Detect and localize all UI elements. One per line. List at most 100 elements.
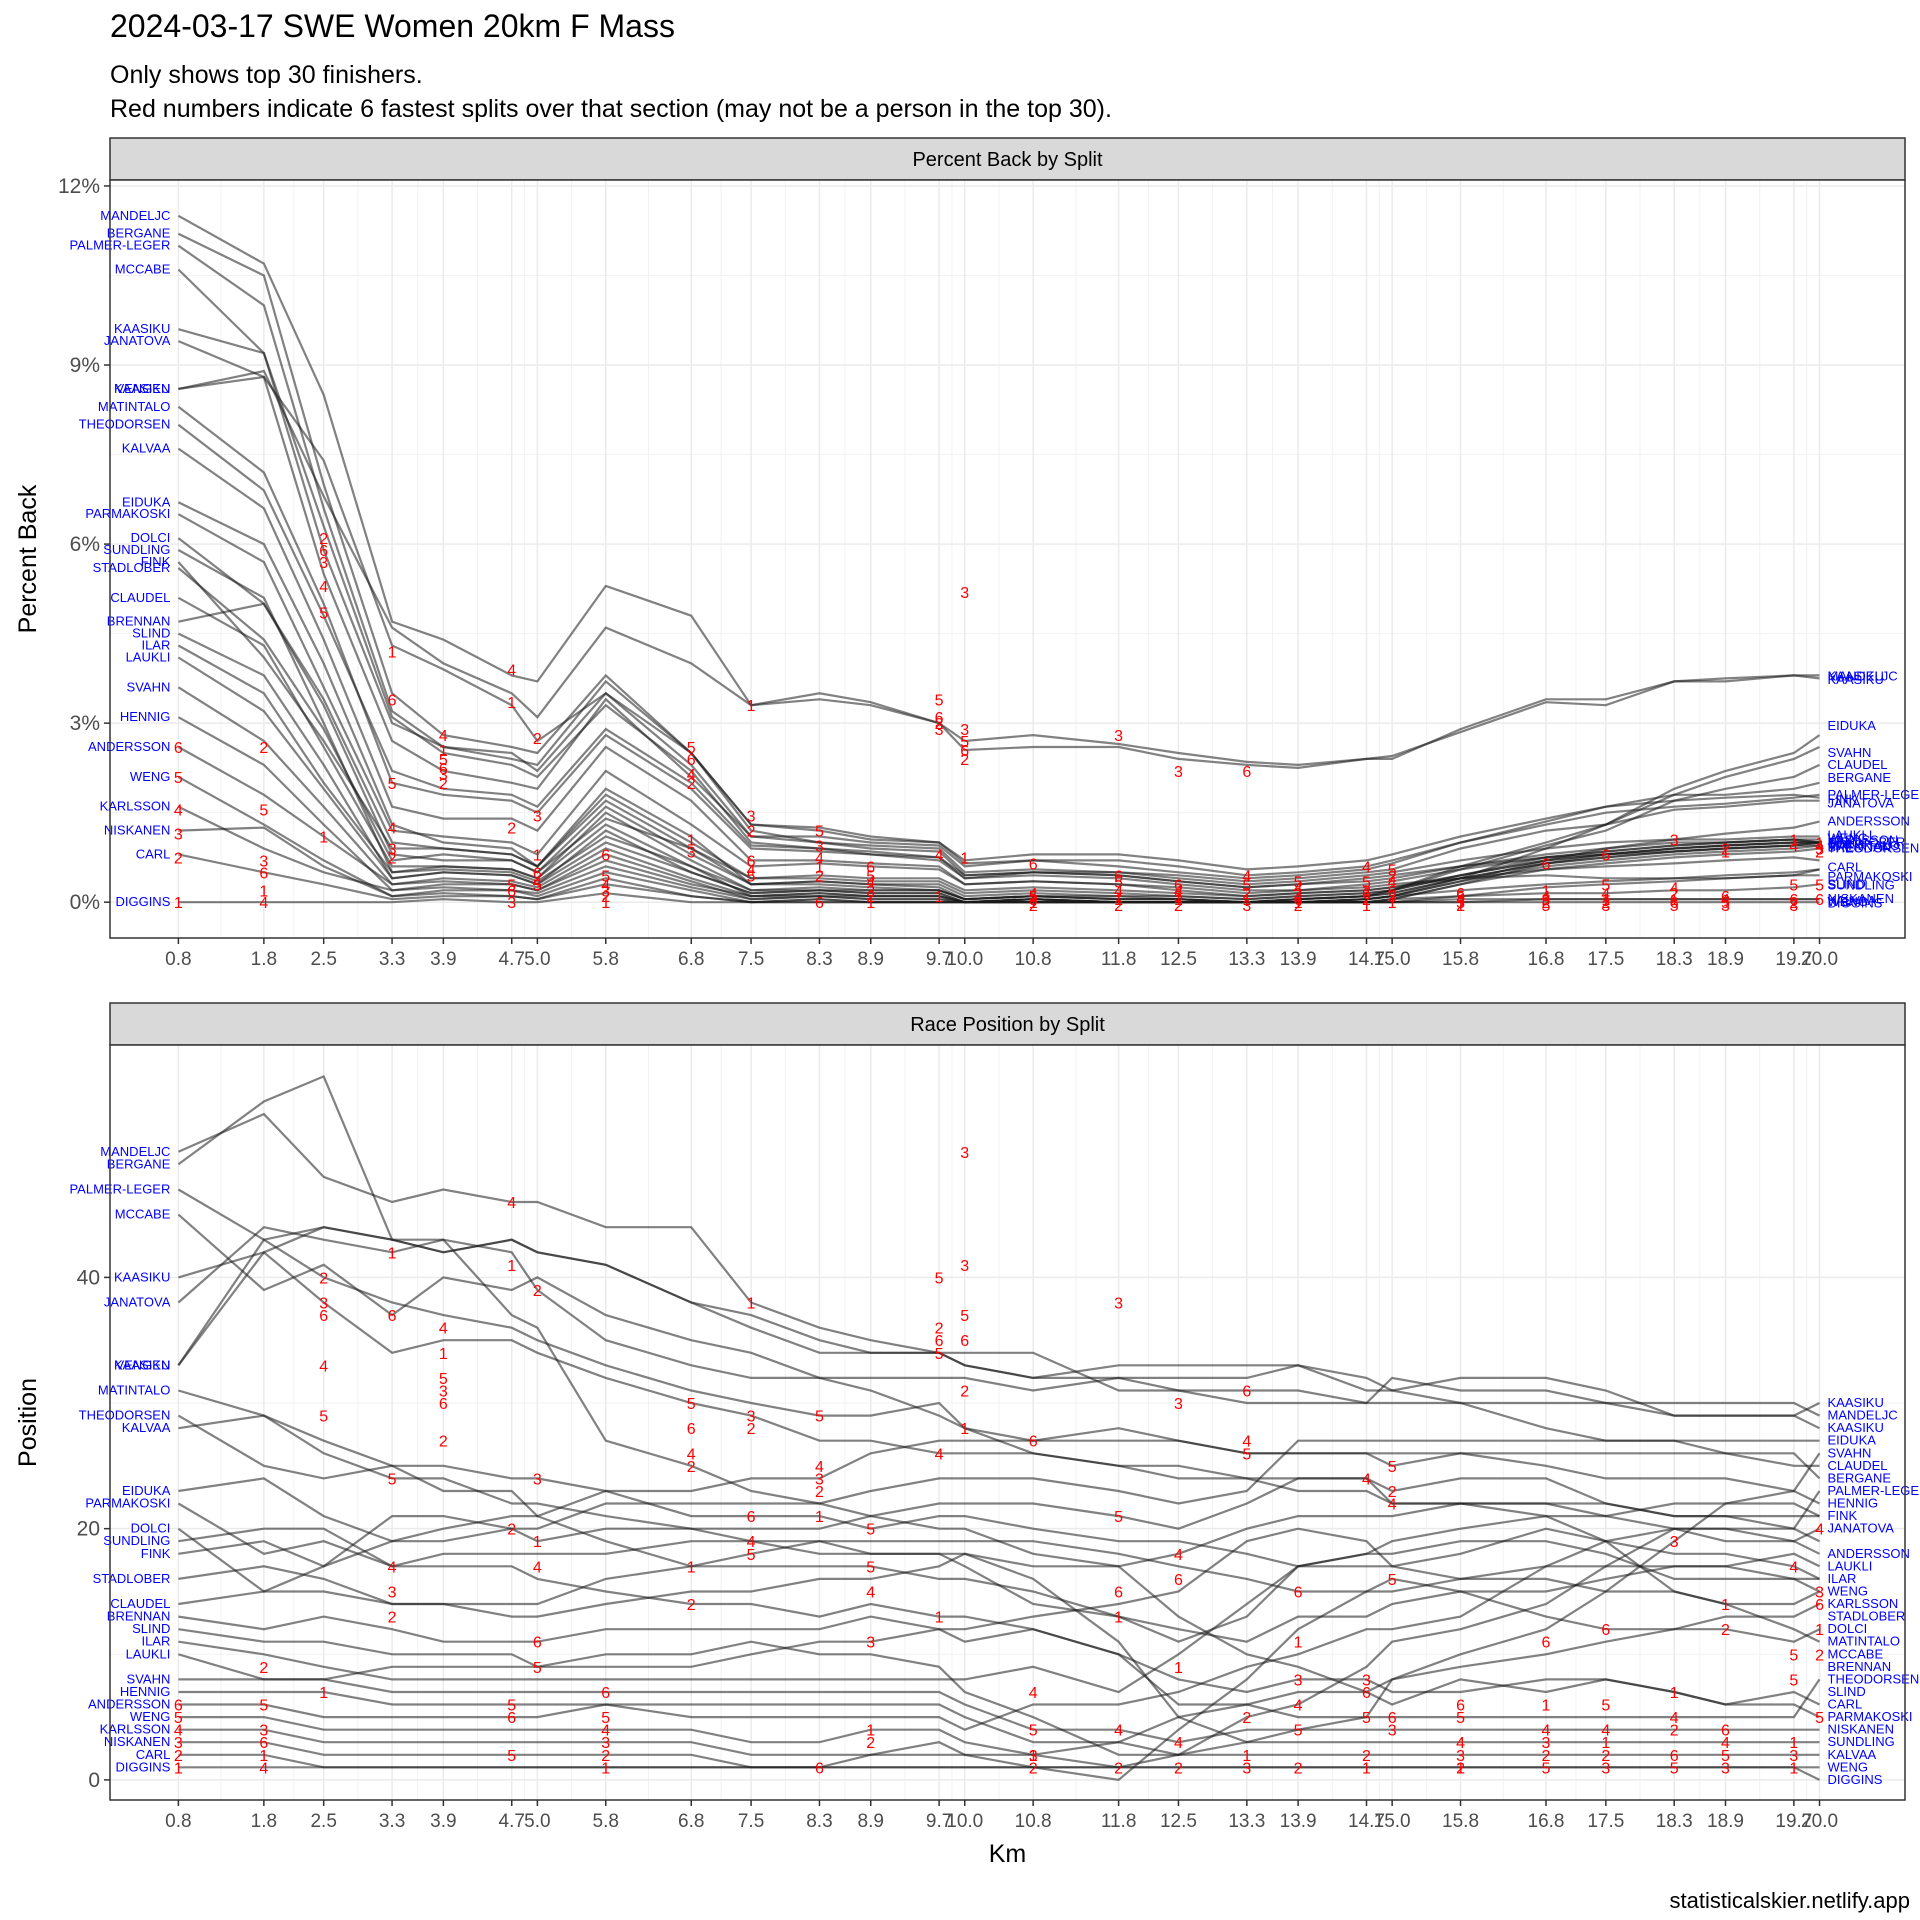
split-rank-label: 5 — [866, 868, 875, 885]
athlete-end-label: DIGGINS — [1828, 1772, 1883, 1787]
split-rank-label: 4 — [1029, 1685, 1038, 1702]
split-rank-label: 1 — [1242, 1748, 1251, 1765]
split-rank-label: 5 — [1362, 874, 1371, 891]
split-rank-label: 6 — [1388, 1710, 1397, 1727]
split-rank-label: 2 — [1294, 898, 1303, 915]
athlete-start-label: SLIND — [132, 1621, 170, 1636]
x-tick-label: 4.7 — [499, 949, 525, 970]
split-rank-label: 3 — [960, 585, 969, 602]
split-rank-label: 4 — [1721, 892, 1730, 909]
athlete-end-label: PARMAKOSKI — [1828, 1709, 1913, 1724]
split-rank-label: 2 — [1388, 1484, 1397, 1501]
split-rank-label: 4 — [1601, 1723, 1610, 1740]
x-tick-label: 13.9 — [1280, 1811, 1317, 1832]
split-rank-label: 4 — [1294, 880, 1303, 897]
athlete-start-label: WENG — [130, 769, 170, 784]
athlete-end-label: CARL — [1828, 860, 1863, 875]
split-rank-label: 4 — [935, 847, 944, 864]
split-rank-label: 6 — [319, 1308, 328, 1325]
split-rank-label: 1 — [319, 830, 328, 847]
series-line — [177, 268, 1820, 889]
split-rank-label: 3 — [439, 1383, 448, 1400]
series-line — [177, 244, 1820, 877]
split-rank-label: 5 — [1114, 1509, 1123, 1526]
split-rank-label: 3 — [1029, 1748, 1038, 1765]
split-rank-label: 3 — [533, 1471, 542, 1488]
split-rank-label: 2 — [815, 868, 824, 885]
athlete-start-label: THEODORSEN — [79, 1408, 171, 1423]
split-rank-label: 4 — [1388, 874, 1397, 891]
series-line — [177, 340, 1820, 883]
athlete-start-label: SVAHN — [127, 679, 171, 694]
split-rank-label: 4 — [866, 1584, 875, 1601]
split-rank-label: 5 — [747, 868, 756, 885]
x-tick-label: 5.8 — [593, 1811, 619, 1832]
series-line — [178, 1514, 1820, 1694]
x-tick-label: 14.7 — [1348, 949, 1385, 970]
athlete-start-label: VENGEN — [115, 1357, 170, 1372]
split-rank-label: 3 — [960, 722, 969, 739]
split-rank-label: 6 — [1542, 856, 1551, 873]
athlete-end-label: DIGGINS — [1828, 895, 1883, 910]
split-rank-label: 5 — [815, 824, 824, 841]
series-line — [178, 1527, 1820, 1731]
athlete-end-label: SUNDLING — [1828, 877, 1895, 892]
athlete-end-label: FINK — [1828, 792, 1858, 807]
split-rank-label: 4 — [747, 1534, 756, 1551]
split-rank-label: 1 — [533, 847, 542, 864]
athlete-start-label: JANATOVA — [104, 333, 171, 348]
split-rank-label: 1 — [388, 645, 397, 662]
split-rank-label: 5 — [1815, 1710, 1824, 1727]
split-rank-label: 2 — [1362, 1748, 1371, 1765]
split-rank-label: 3 — [601, 883, 610, 900]
split-rank-label: 3 — [1670, 1534, 1679, 1551]
athlete-start-label: STADLOBER — [93, 560, 171, 575]
split-rank-label: 6 — [866, 859, 875, 876]
facet-title: Race Position by Split — [910, 1014, 1105, 1036]
series-line — [177, 513, 1820, 895]
athlete-start-label: MANDELJC — [100, 1144, 170, 1159]
facet-strip — [109, 137, 1906, 181]
athlete-end-label: BERGANE — [1828, 1470, 1892, 1485]
split-rank-label: 1 — [687, 1559, 696, 1576]
athlete-end-label: SUNDLING — [1828, 1734, 1895, 1749]
split-rank-label: 4 — [687, 1446, 696, 1463]
split-rank-label: 5 — [1242, 1446, 1251, 1463]
split-rank-label: 2 — [1721, 841, 1730, 858]
split-rank-label: 2 — [1114, 1760, 1123, 1777]
split-rank-label: 3 — [1242, 1760, 1251, 1777]
split-rank-label: 5 — [935, 1346, 944, 1363]
athlete-start-label: BRENNAN — [107, 614, 171, 629]
split-rank-label: 2 — [1294, 1760, 1303, 1777]
split-rank-label: 5 — [439, 752, 448, 769]
split-rank-label: 5 — [259, 803, 268, 820]
split-rank-label: 6 — [1114, 1584, 1123, 1601]
split-rank-label: 6 — [1114, 868, 1123, 885]
x-tick-label: 16.8 — [1528, 1811, 1565, 1832]
split-rank-label: 4 — [1242, 1434, 1251, 1451]
split-rank-label: 2 — [1114, 898, 1123, 915]
y-tick-label: 12% — [58, 175, 100, 198]
split-rank-label: 3 — [439, 767, 448, 784]
split-rank-label: 2 — [259, 1660, 268, 1677]
athlete-end-label: PARMAKOSKI — [1828, 869, 1913, 884]
split-rank-label: 3 — [1721, 898, 1730, 915]
split-rank-label: 1 — [815, 1509, 824, 1526]
split-rank-label: 5 — [1388, 862, 1397, 879]
split-rank-label: 6 — [439, 1396, 448, 1413]
y-axis-title: Percent Back — [14, 484, 42, 633]
split-rank-label: 5 — [319, 1409, 328, 1426]
athlete-start-label: CARL — [136, 846, 171, 861]
split-rank-label: 5 — [601, 1710, 610, 1727]
x-tick-label: 18.3 — [1656, 1811, 1693, 1832]
x-tick-label: 18.3 — [1656, 949, 1693, 970]
split-rank-label: 2 — [439, 1434, 448, 1451]
split-rank-label: 1 — [1670, 1685, 1679, 1702]
split-rank-label: 6 — [1294, 1584, 1303, 1601]
split-rank-label: 4 — [259, 895, 268, 912]
split-rank-label: 3 — [1114, 1296, 1123, 1313]
split-rank-label: 5 — [1670, 1760, 1679, 1777]
athlete-end-label: MANDELJC — [1828, 1408, 1898, 1423]
split-rank-label: 6 — [174, 740, 183, 757]
y-tick-label: 3% — [70, 712, 100, 735]
